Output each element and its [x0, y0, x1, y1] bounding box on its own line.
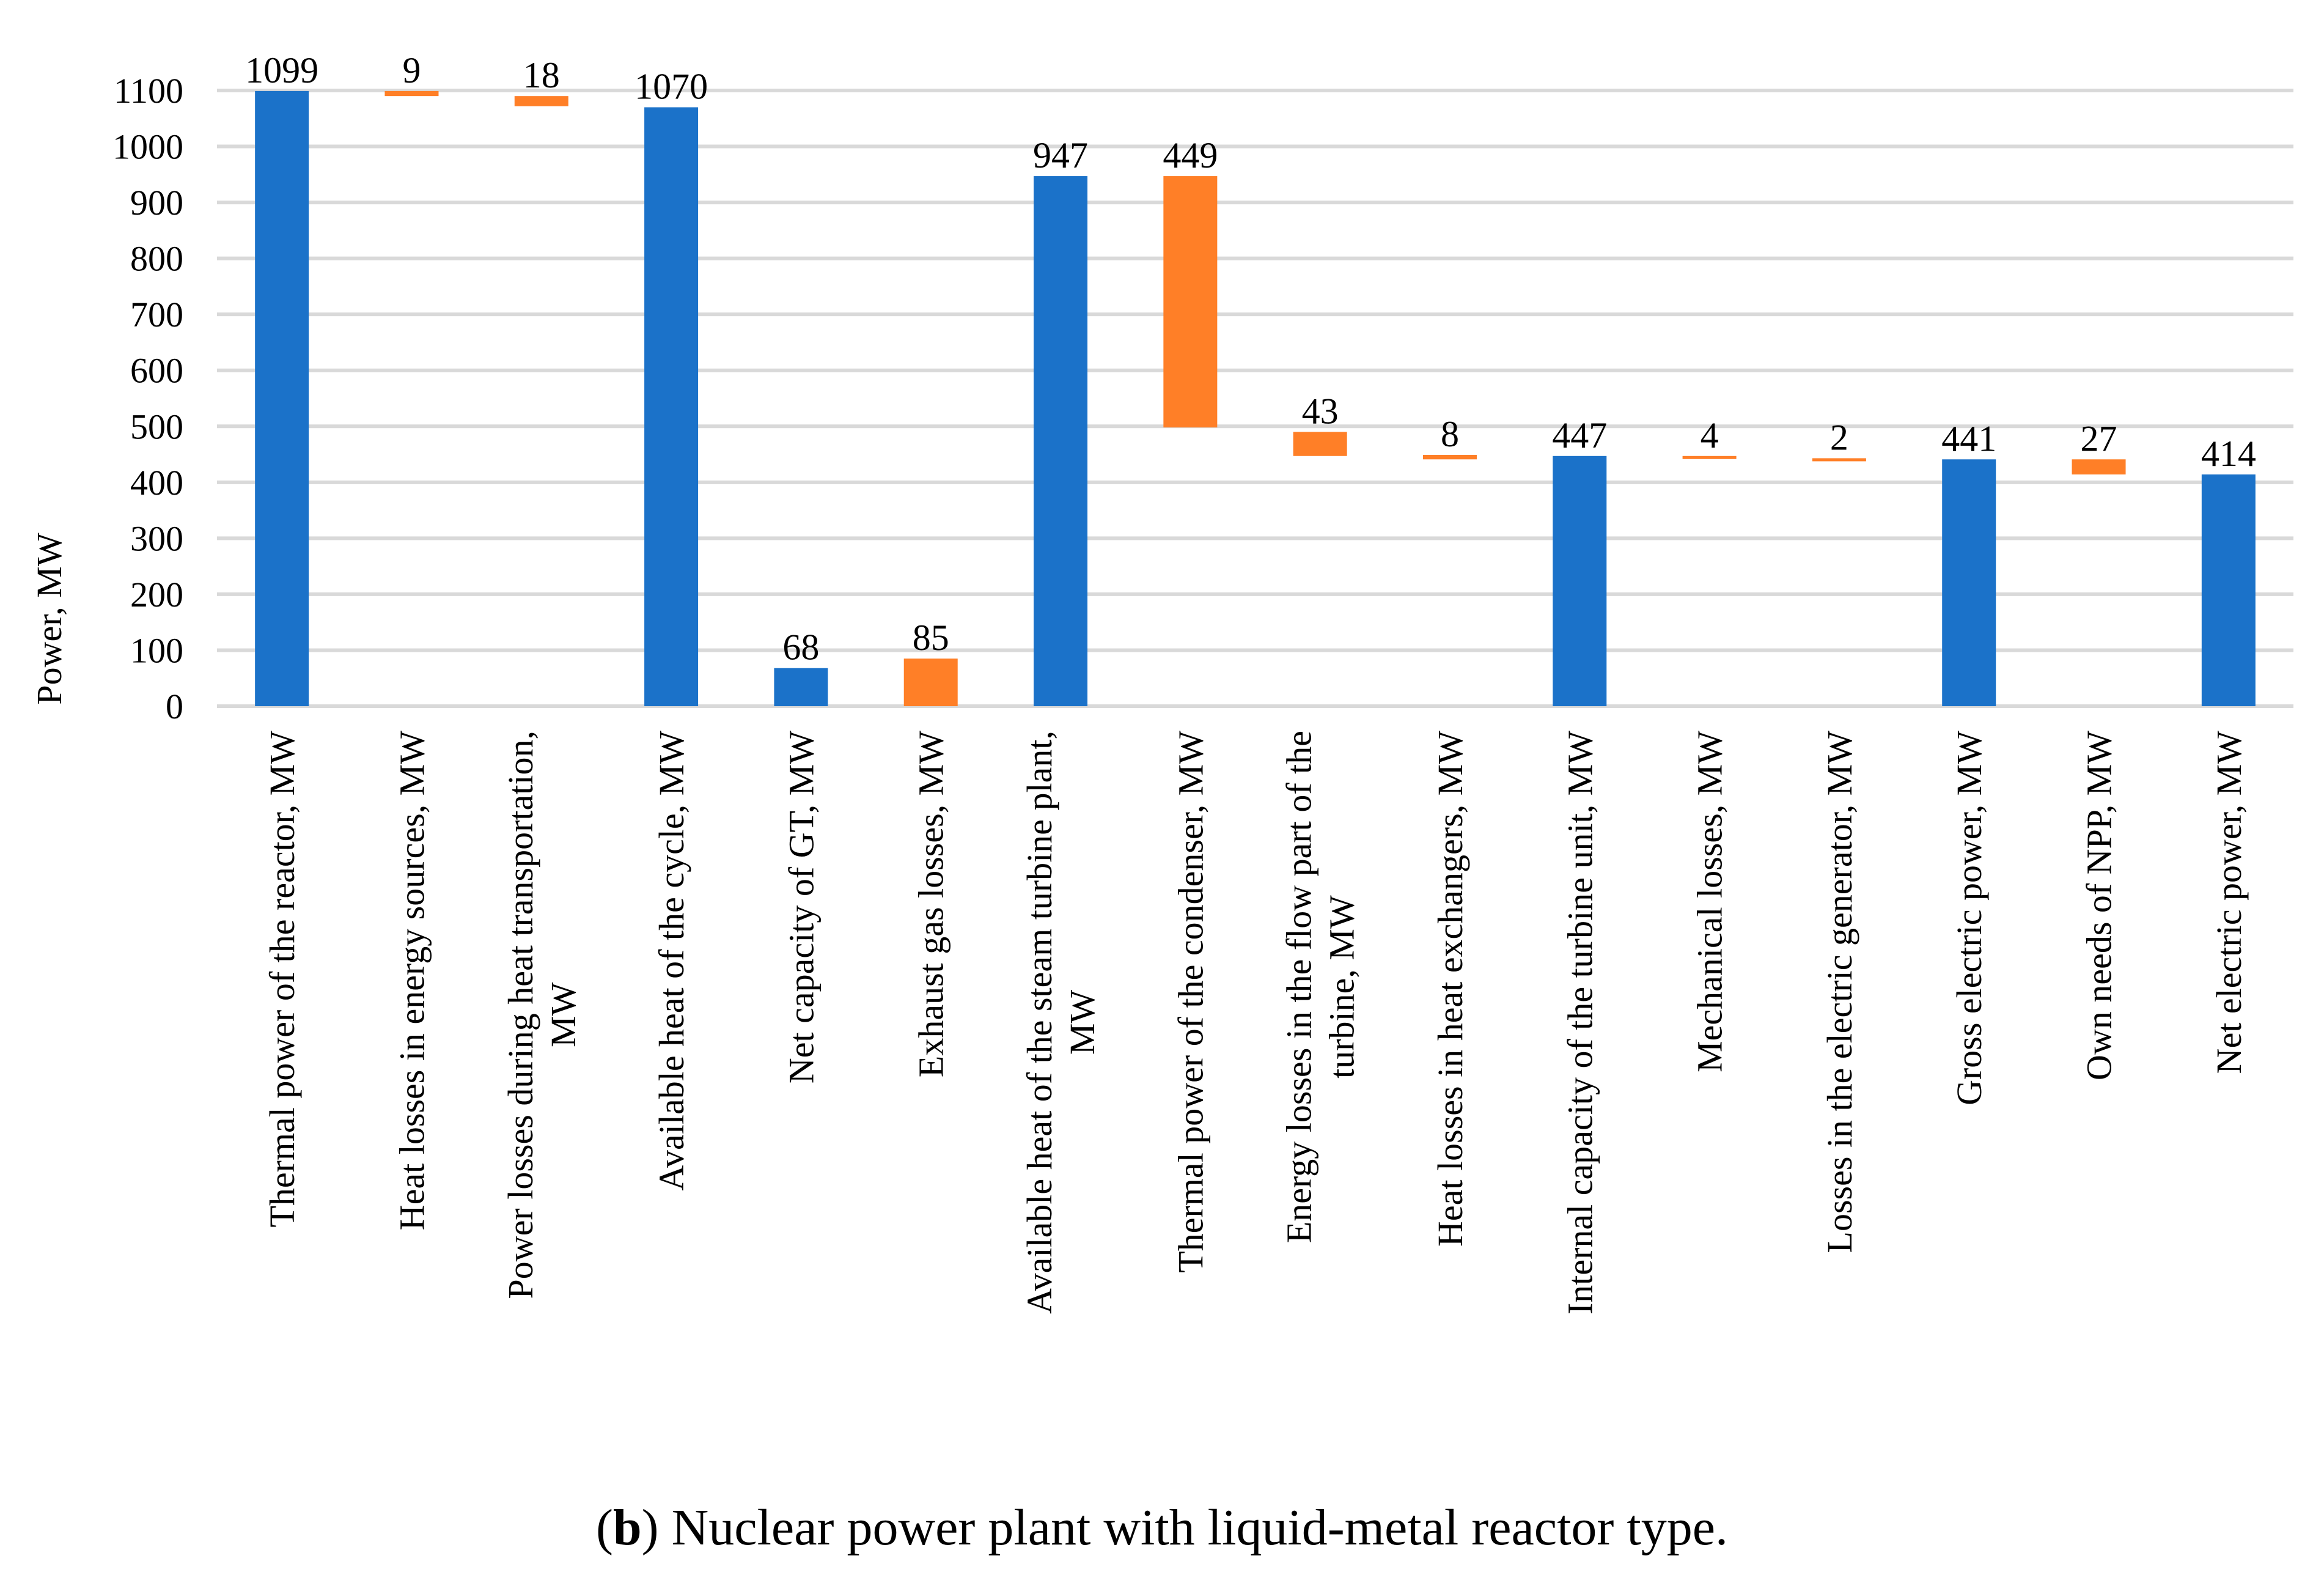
x-tick-label-line: Exhaust gas losses, MW — [911, 731, 951, 1077]
x-tick-label-line: Thermal power of the condenser, MW — [1171, 731, 1210, 1273]
bar-total — [1942, 459, 1996, 706]
data-label: 447 — [1552, 415, 1607, 456]
bar-total — [774, 668, 828, 706]
y-tick-label: 100 — [130, 630, 183, 670]
x-tick-label-line: Energy losses in the flow part of the — [1279, 731, 1319, 1243]
y-tick-label: 700 — [130, 295, 183, 334]
bar-loss — [1293, 432, 1347, 456]
y-tick-label: 500 — [130, 407, 183, 446]
data-label: 449 — [1163, 135, 1218, 175]
bar-loss — [1422, 454, 1477, 460]
y-tick-label: 400 — [130, 463, 183, 503]
x-tick-label: Mechanical losses, MW — [1690, 731, 1730, 1072]
bar-loss — [1682, 456, 1737, 459]
x-tick-label-line: MW — [543, 982, 583, 1047]
x-tick-label-line: Mechanical losses, MW — [1690, 731, 1730, 1072]
data-label: 43 — [1302, 391, 1339, 431]
y-tick-label: 1100 — [114, 71, 183, 111]
data-label: 8 — [1441, 414, 1459, 454]
bar-total — [2201, 474, 2256, 706]
y-tick-label: 1000 — [112, 127, 183, 167]
x-tick-label: Gross electric power, MW — [1949, 731, 1989, 1105]
bar-loss — [903, 658, 958, 706]
x-tick-label: Heat losses in heat exchangers, MW — [1430, 731, 1470, 1247]
x-tick-label: Thermal power of the reactor, MW — [262, 731, 302, 1228]
x-tick-label-line: Losses in the electric generator, MW — [1820, 731, 1859, 1253]
data-label: 4 — [1701, 415, 1719, 456]
caption-panel-letter: b — [612, 1499, 642, 1556]
x-tick-label: Available heat of the cycle, MW — [652, 731, 691, 1191]
caption-open-paren: ( — [595, 1499, 613, 1556]
x-tick-label-line: Power losses during heat transportation, — [501, 731, 540, 1299]
x-tick-label-line: Net capacity of GT, MW — [781, 731, 821, 1083]
data-labels: 1099 9 18 1070 68 85 947 449 43 8 447 4 2 441 27 414 — [245, 50, 2256, 668]
y-tick-label: 300 — [130, 518, 183, 558]
x-tick-label-line: Heat losses in energy sources, MW — [392, 731, 432, 1230]
data-label: 18 — [523, 55, 560, 95]
bar-total — [644, 107, 699, 707]
x-tick-label-line: Own needs of NPP, MW — [2079, 731, 2119, 1080]
x-tick-label-line: Thermal power of the reactor, MW — [262, 731, 302, 1228]
bar-loss — [1812, 458, 1866, 462]
x-axis-ticks: Thermal power of the reactor, MW Heat los… — [262, 731, 2249, 1315]
x-tick-label-line: Available heat of the steam turbine plan… — [1020, 731, 1059, 1314]
x-tick-label: Energy losses in the flow part of the tur… — [1279, 731, 1362, 1243]
figure-caption: (b) Nuclear power plant with liquid-meta… — [0, 1498, 2324, 1557]
bar-loss — [1163, 176, 1218, 428]
caption-text: ) Nuclear power plant with liquid-metal … — [641, 1499, 1729, 1556]
data-label: 947 — [1033, 135, 1088, 175]
x-tick-label: Own needs of NPP, MW — [2079, 731, 2119, 1080]
x-tick-label: Heat losses in energy sources, MW — [392, 731, 432, 1230]
x-tick-label: Losses in the electric generator, MW — [1820, 731, 1859, 1253]
y-axis-title: Power, MW — [29, 533, 69, 704]
y-tick-label: 600 — [130, 351, 183, 391]
x-tick-label: Available heat of the steam turbine plan… — [1020, 731, 1102, 1314]
x-tick-label: Exhaust gas losses, MW — [911, 731, 951, 1077]
x-tick-label-line: Gross electric power, MW — [1949, 731, 1989, 1105]
y-tick-label: 900 — [130, 183, 183, 223]
data-label: 85 — [913, 618, 949, 658]
bars — [255, 90, 2256, 707]
x-tick-label: Net electric power, MW — [2209, 731, 2249, 1074]
y-tick-label: 0 — [166, 687, 183, 726]
data-label: 1070 — [634, 66, 708, 106]
y-axis-ticks: 0 100 200 300 400 500 600 700 800 900 1000 1100 — [112, 71, 183, 726]
x-tick-label-line: Available heat of the cycle, MW — [652, 731, 691, 1191]
data-label: 68 — [782, 627, 819, 668]
bar-total — [1034, 176, 1088, 706]
data-label: 9 — [402, 50, 421, 90]
y-tick-label: 200 — [130, 575, 183, 614]
x-tick-label-line: Net electric power, MW — [2209, 731, 2249, 1074]
bar-loss — [514, 96, 568, 106]
x-tick-label-line: Internal capacity of the turbine unit, M… — [1560, 731, 1600, 1315]
data-label: 414 — [2201, 433, 2256, 474]
x-tick-label: Net capacity of GT, MW — [781, 731, 821, 1083]
data-label: 27 — [2081, 418, 2117, 459]
x-tick-label-line: Heat losses in heat exchangers, MW — [1430, 731, 1470, 1247]
x-tick-label-line: turbine, MW — [1322, 895, 1362, 1079]
x-tick-label: Thermal power of the condenser, MW — [1171, 731, 1210, 1273]
data-label: 441 — [1941, 418, 1996, 459]
x-tick-label: Internal capacity of the turbine unit, M… — [1560, 731, 1600, 1315]
bar-total — [255, 90, 309, 706]
gridlines — [217, 89, 2293, 708]
x-tick-label: Power losses during heat transportation,… — [501, 731, 583, 1299]
waterfall-chart: 0 100 200 300 400 500 600 700 800 900 1000 1100 109… — [29, 50, 2293, 1315]
y-tick-label: 800 — [130, 239, 183, 279]
bar-loss — [384, 90, 439, 97]
data-label: 2 — [1830, 417, 1848, 457]
data-label: 1099 — [245, 50, 318, 90]
x-tick-label-line: MW — [1062, 990, 1102, 1055]
bar-loss — [2072, 459, 2126, 475]
bar-total — [1553, 456, 1607, 706]
